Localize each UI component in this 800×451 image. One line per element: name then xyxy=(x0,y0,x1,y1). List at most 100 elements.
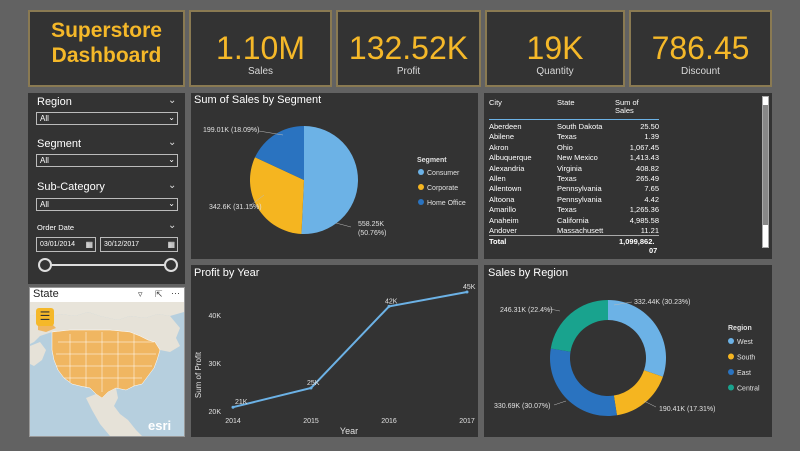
table-cell-city: Andover xyxy=(489,226,517,235)
pie-slice-consumer[interactable] xyxy=(301,126,359,234)
legend-label: Corporate xyxy=(427,185,458,192)
subcategory-dropdown[interactable]: All ⌄ xyxy=(36,198,178,211)
table-cell-city: Abilene xyxy=(489,132,515,142)
region-donut-svg[interactable]: 332.44K (30.23%) 190.41K (17.31%) 330.69… xyxy=(484,265,772,437)
table-cell-state: South Dakota xyxy=(557,122,603,131)
expand-icon[interactable]: ⇱ xyxy=(155,289,163,299)
donut-slice-west[interactable] xyxy=(608,300,666,377)
chevron-down-icon[interactable]: ⌄ xyxy=(168,137,177,148)
table-row[interactable]: Andover Massachusett 11.21 xyxy=(489,226,669,236)
city-table-panel xyxy=(484,93,772,259)
profit-point[interactable] xyxy=(231,405,235,409)
region-chart-title: Sales by Region xyxy=(488,267,569,279)
segment-dropdown-value: All xyxy=(40,156,49,165)
x-tick-label: 2016 xyxy=(381,418,397,425)
col-header-sales-1[interactable]: Sum of xyxy=(615,98,639,107)
segment-pie-svg[interactable]: 199.01K (18.09%) 342.6K (31.15%) 558.25K… xyxy=(191,93,478,259)
pie-slice-corporate[interactable] xyxy=(250,157,304,234)
subcategory-slicer-label: Sub-Category xyxy=(37,181,105,193)
legend-dot xyxy=(418,184,424,190)
chevron-down-icon: ⌄ xyxy=(168,199,175,208)
table-row[interactable]: Albuquerque New Mexico 1,413.43 xyxy=(489,153,669,163)
region-legend: West South East Central xyxy=(728,338,760,393)
kpi-profit-card[interactable]: 132.52K Profit xyxy=(336,10,481,87)
donut-slice-east[interactable] xyxy=(550,348,617,416)
legend-dot xyxy=(418,199,424,205)
table-cell-city: Akron xyxy=(489,142,509,152)
kpi-sales-card[interactable]: 1.10M Sales xyxy=(189,10,332,87)
pie-slice-home-office[interactable] xyxy=(255,126,304,180)
table-cell-sales: 25.50 xyxy=(640,122,659,131)
more-options-icon[interactable]: ⋯ xyxy=(171,288,180,298)
kpi-quantity-label: Quantity xyxy=(536,66,574,77)
region-dropdown[interactable]: All ⌄ xyxy=(36,112,178,125)
segment-label-home-office: 199.01K (18.09%) xyxy=(203,127,259,134)
table-row[interactable]: Abilene Texas 1.39 xyxy=(489,132,669,142)
region-label-west: 332.44K (30.23%) xyxy=(634,299,690,306)
profit-line[interactable] xyxy=(232,291,468,409)
date-slider-start-handle[interactable] xyxy=(38,258,52,272)
calendar-icon[interactable]: ▦ xyxy=(167,240,175,249)
start-date-input[interactable]: 03/01/2014 ▦ xyxy=(36,237,96,252)
region-donut-group[interactable] xyxy=(550,300,666,416)
state-map-panel[interactable]: State ▿ ⇱ ⋯ ☰ esri xyxy=(29,287,185,437)
table-row[interactable]: Allen Texas 265.49 xyxy=(489,174,669,184)
table-row[interactable]: Amarillo Texas 1,265.36 xyxy=(489,205,669,215)
table-cell-city: Albuquerque xyxy=(489,153,532,163)
donut-slice-central[interactable] xyxy=(550,300,608,352)
profit-y-axis-label: Sum of Profit xyxy=(194,351,203,398)
profit-point[interactable] xyxy=(465,290,469,294)
table-row[interactable]: Anaheim California 4,985.58 xyxy=(489,216,669,226)
table-row[interactable]: Alexandria Virginia 408.82 xyxy=(489,164,669,174)
col-header-city[interactable]: City xyxy=(489,98,502,107)
kpi-quantity-value: 19K xyxy=(526,30,584,66)
table-row[interactable]: Aberdeen South Dakota 25.50 xyxy=(489,122,669,132)
table-cell-state: Texas xyxy=(557,205,577,215)
table-scrollbar[interactable] xyxy=(762,96,769,248)
table-row[interactable]: Allentown Pennsylvania 7.65 xyxy=(489,184,669,194)
map-canvas[interactable] xyxy=(30,302,184,436)
profit-line-svg[interactable]: 20K 30K 40K 2014 2015 2016 2017 21K 25K 42K 45K Su… xyxy=(191,265,478,437)
end-date-input[interactable]: 30/12/2017 ▦ xyxy=(100,237,178,252)
kpi-discount-card[interactable]: 786.45 Discount xyxy=(629,10,772,87)
col-header-sales-2[interactable]: Sales xyxy=(615,106,634,115)
kpi-sales-value: 1.10M xyxy=(216,30,305,66)
legend-label: Consumer xyxy=(427,170,460,177)
table-cell-sales: 4.42 xyxy=(644,194,659,204)
state-map-title: State xyxy=(33,288,59,300)
kpi-quantity-card[interactable]: 19K Quantity xyxy=(485,10,625,87)
table-cell-sales: 1,265.36 xyxy=(629,205,659,215)
total-value-2: 07 xyxy=(649,246,658,255)
col-header-state[interactable]: State xyxy=(557,98,575,107)
date-slider-end-handle[interactable] xyxy=(164,258,178,272)
table-cell-city: Alexandria xyxy=(489,163,525,173)
table-total-row: Total 1,099,862. 07 xyxy=(489,237,669,255)
legend-label: Home Office xyxy=(427,200,466,207)
table-cell-sales: 1,413.43 xyxy=(629,153,659,163)
esri-logo: esri xyxy=(148,418,172,433)
chevron-down-icon[interactable]: ⌄ xyxy=(168,95,177,106)
chevron-down-icon[interactable]: ⌄ xyxy=(168,180,177,191)
table-cell-city: Amarillo xyxy=(489,205,517,215)
segment-legend-title: Segment xyxy=(417,157,447,164)
table-cell-state: Virginia xyxy=(557,163,582,173)
profit-point[interactable] xyxy=(309,386,313,390)
table-row[interactable]: Akron Ohio 1,067.45 xyxy=(489,143,669,153)
table-cell-state: Massachusett xyxy=(557,226,604,235)
kpi-discount-value: 786.45 xyxy=(651,30,750,66)
segment-pie-group[interactable] xyxy=(250,126,359,234)
title-line-1: Superstore xyxy=(51,19,162,42)
chevron-down-icon[interactable]: ⌄ xyxy=(168,220,177,231)
table-row[interactable]: Altoona Pennsylvania 4.42 xyxy=(489,195,669,205)
region-label-east: 330.69K (30.07%) xyxy=(494,403,550,410)
segment-dropdown[interactable]: All ⌄ xyxy=(36,154,178,167)
profit-point[interactable] xyxy=(387,304,391,308)
date-range-slider-track[interactable] xyxy=(46,264,172,266)
kpi-profit-label: Profit xyxy=(396,66,421,77)
filter-icon[interactable]: ▿ xyxy=(138,289,143,299)
map-menu-icon[interactable]: ☰ xyxy=(36,308,54,326)
order-date-label: Order Date xyxy=(37,223,75,232)
donut-slice-south[interactable] xyxy=(613,370,663,416)
profit-line-group[interactable]: 20K 30K 40K 2014 2015 2016 2017 21K 25K 42K 45K xyxy=(209,284,476,425)
calendar-icon[interactable]: ▦ xyxy=(85,240,93,249)
